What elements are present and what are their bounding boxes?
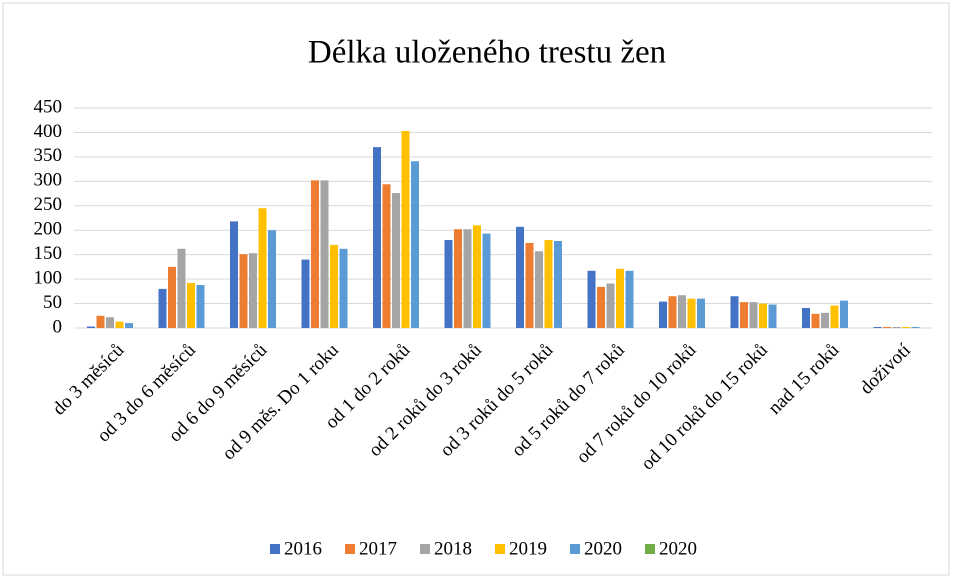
y-tick-label: 200 bbox=[34, 219, 63, 240]
bar bbox=[740, 302, 748, 328]
legend-swatch bbox=[345, 544, 355, 554]
bar bbox=[444, 240, 453, 328]
bar bbox=[392, 193, 400, 328]
bar bbox=[96, 315, 105, 328]
y-tick-label: 150 bbox=[34, 243, 63, 264]
bar bbox=[239, 254, 248, 328]
bar bbox=[606, 283, 615, 328]
bar bbox=[320, 180, 329, 328]
bar bbox=[115, 321, 124, 328]
legend-label: 2016 bbox=[284, 538, 322, 559]
bar bbox=[525, 242, 534, 328]
legend-label: 2017 bbox=[359, 538, 397, 559]
bar bbox=[883, 327, 891, 328]
bar bbox=[616, 268, 624, 328]
bar bbox=[339, 248, 348, 328]
bar bbox=[187, 283, 195, 328]
chart-title: Délka uloženého trestu žen bbox=[308, 35, 666, 71]
bar bbox=[516, 226, 524, 328]
legend-swatch bbox=[270, 544, 280, 554]
bar bbox=[168, 266, 176, 328]
bar bbox=[873, 327, 882, 328]
bar bbox=[330, 244, 338, 328]
bar bbox=[659, 301, 667, 328]
bar bbox=[230, 221, 238, 328]
legend-label: 2019 bbox=[509, 538, 547, 559]
legend-label: 2018 bbox=[434, 538, 472, 559]
bar bbox=[587, 270, 596, 328]
bar bbox=[911, 327, 920, 328]
bar bbox=[830, 305, 839, 328]
bar bbox=[668, 296, 677, 328]
bar bbox=[401, 130, 410, 328]
bar bbox=[821, 312, 829, 328]
bar bbox=[802, 307, 810, 328]
legend-label: 2020 bbox=[584, 538, 622, 559]
bar bbox=[125, 323, 133, 328]
y-tick-label: 100 bbox=[34, 267, 63, 288]
bar bbox=[196, 284, 205, 328]
bar bbox=[625, 270, 634, 328]
y-tick-label: 0 bbox=[53, 316, 63, 337]
bar bbox=[687, 298, 696, 328]
bar bbox=[482, 233, 491, 328]
bar bbox=[382, 184, 391, 328]
y-tick-label: 250 bbox=[34, 194, 63, 215]
y-tick-label: 300 bbox=[34, 170, 63, 191]
y-tick-label: 50 bbox=[43, 292, 62, 313]
bar bbox=[678, 295, 686, 328]
bar bbox=[311, 180, 319, 328]
y-tick-label: 400 bbox=[34, 121, 63, 142]
bar bbox=[759, 303, 767, 328]
legend-swatch bbox=[420, 544, 430, 554]
bar bbox=[473, 225, 481, 328]
bar bbox=[411, 161, 419, 328]
bar bbox=[463, 229, 472, 328]
legend-swatch bbox=[645, 544, 655, 554]
bar bbox=[177, 248, 186, 328]
bar bbox=[840, 300, 848, 328]
bar bbox=[811, 313, 820, 328]
bar bbox=[554, 240, 562, 328]
bar bbox=[106, 317, 114, 328]
bar bbox=[902, 327, 910, 328]
bar bbox=[301, 259, 310, 328]
legend-label: 2020 bbox=[659, 538, 697, 559]
bar bbox=[749, 302, 758, 328]
bar bbox=[535, 251, 543, 328]
bar bbox=[373, 147, 381, 328]
y-tick-label: 450 bbox=[34, 96, 63, 117]
bar bbox=[268, 230, 276, 328]
bar bbox=[597, 286, 605, 328]
legend-swatch bbox=[495, 544, 505, 554]
bar bbox=[892, 327, 901, 328]
bar bbox=[544, 240, 553, 328]
bar bbox=[730, 296, 739, 328]
bar bbox=[87, 326, 95, 328]
bar bbox=[454, 229, 462, 328]
bar bbox=[697, 298, 705, 328]
bar bbox=[249, 253, 257, 328]
bar bbox=[258, 208, 267, 328]
legend-swatch bbox=[570, 544, 580, 554]
bar bbox=[158, 288, 167, 328]
y-tick-label: 350 bbox=[34, 145, 63, 166]
bar bbox=[768, 304, 777, 328]
